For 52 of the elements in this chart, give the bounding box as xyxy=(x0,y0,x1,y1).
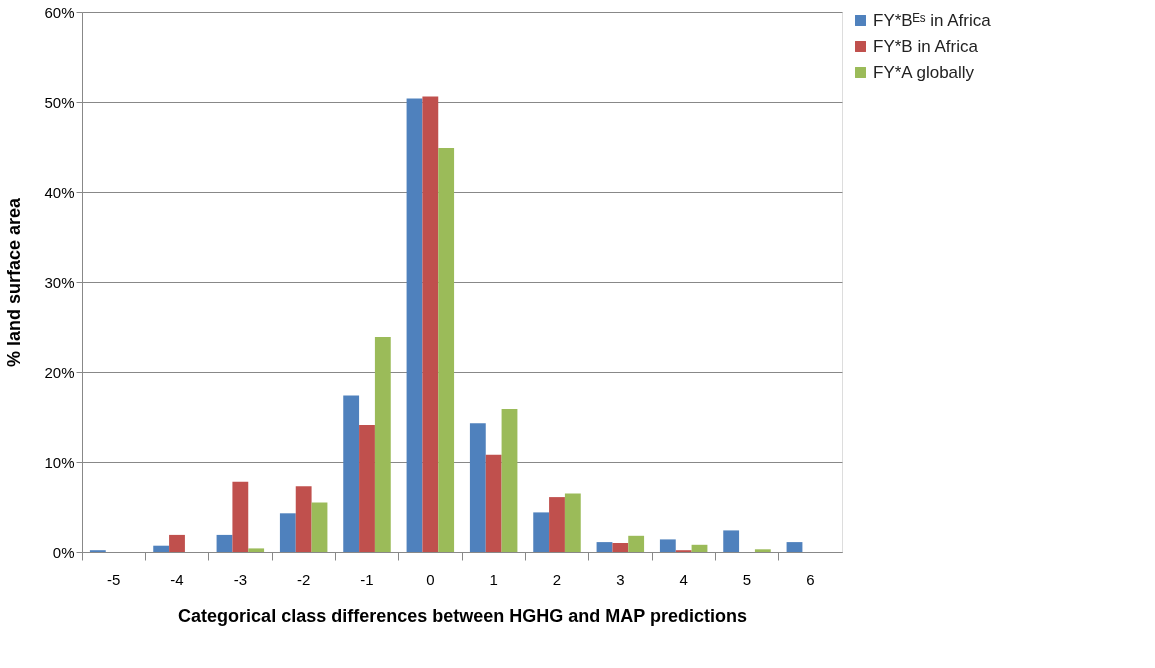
y-tick-label: 50% xyxy=(44,93,75,111)
x-tick-label: -5 xyxy=(106,570,121,588)
x-tick-label: 6 xyxy=(806,570,815,588)
x-tick-label: 4 xyxy=(679,570,688,588)
bar xyxy=(216,534,233,552)
bar xyxy=(248,548,265,552)
legend-label: FY*Bᴱˢ in Africa xyxy=(873,10,992,30)
bar xyxy=(628,535,645,552)
bar xyxy=(169,534,185,552)
bar xyxy=(295,486,312,552)
bar xyxy=(279,513,296,552)
x-tick-label: 1 xyxy=(489,570,498,588)
legend-label: FY*A globally xyxy=(873,62,975,82)
y-tick-label: 0% xyxy=(52,543,75,561)
bar xyxy=(786,542,803,552)
bar xyxy=(153,545,170,552)
bar xyxy=(501,408,518,552)
bar xyxy=(438,147,455,552)
bar xyxy=(343,395,360,552)
y-tick-label: 20% xyxy=(44,363,75,381)
bar xyxy=(469,423,486,552)
x-tick-label: -3 xyxy=(233,570,248,588)
y-tick-label: 60% xyxy=(44,3,75,21)
bar xyxy=(549,497,565,552)
y-tick-label: 30% xyxy=(44,273,75,291)
y-tick-label: 10% xyxy=(44,453,75,471)
x-axis-title: Categorical class differences between HGHG and MAP predictions xyxy=(178,605,747,626)
bar xyxy=(659,539,676,552)
y-axis-title: % land surface area xyxy=(4,196,25,368)
bar xyxy=(596,542,613,552)
bar xyxy=(406,98,423,552)
y-tick-label: 40% xyxy=(44,183,75,201)
x-tick-label: 2 xyxy=(552,570,562,588)
bar xyxy=(374,336,391,552)
x-tick-label: 5 xyxy=(742,570,752,588)
bar xyxy=(359,425,375,552)
bar xyxy=(754,549,771,552)
x-tick-label: -1 xyxy=(360,570,374,588)
bar xyxy=(564,493,581,552)
bar xyxy=(422,96,439,552)
bar xyxy=(232,481,249,552)
x-tick-label: -4 xyxy=(170,570,184,588)
legend-label: FY*B in Africa xyxy=(873,36,979,56)
bar xyxy=(723,530,740,552)
bar xyxy=(612,543,629,552)
x-tick-label: 0 xyxy=(426,570,435,588)
bar xyxy=(533,512,550,552)
x-tick-label: 3 xyxy=(616,570,625,588)
x-tick-label: -2 xyxy=(296,570,311,588)
bar xyxy=(485,454,502,552)
bar xyxy=(311,502,328,552)
bar xyxy=(691,544,708,552)
